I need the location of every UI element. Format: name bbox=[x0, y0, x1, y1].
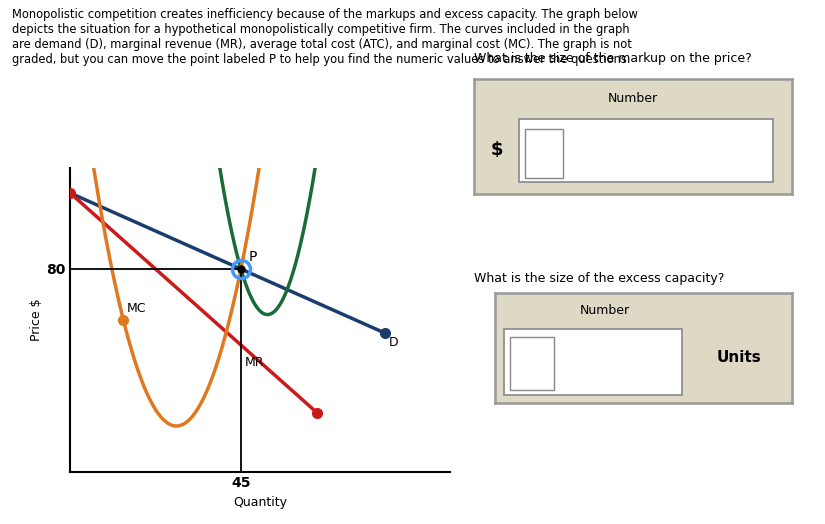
Text: Units: Units bbox=[716, 350, 761, 365]
Bar bbox=[510, 337, 554, 390]
Text: Monopolistic competition creates inefficiency because of the markups and excess : Monopolistic competition creates ineffic… bbox=[12, 8, 639, 66]
Text: Number: Number bbox=[608, 92, 658, 105]
Bar bbox=[504, 329, 682, 395]
Y-axis label: Price $: Price $ bbox=[30, 298, 43, 341]
Text: Number: Number bbox=[580, 304, 630, 318]
Text: MR: MR bbox=[245, 356, 264, 369]
Text: MC: MC bbox=[127, 302, 147, 315]
Text: $: $ bbox=[490, 141, 503, 159]
Text: D: D bbox=[389, 336, 398, 348]
Bar bbox=[526, 129, 563, 178]
X-axis label: Quantity: Quantity bbox=[233, 496, 287, 509]
Text: What is the size of the markup on the price?: What is the size of the markup on the pr… bbox=[474, 52, 752, 66]
Text: What is the size of the excess capacity?: What is the size of the excess capacity? bbox=[474, 272, 724, 286]
Text: P: P bbox=[248, 250, 257, 264]
Bar bbox=[519, 119, 773, 182]
